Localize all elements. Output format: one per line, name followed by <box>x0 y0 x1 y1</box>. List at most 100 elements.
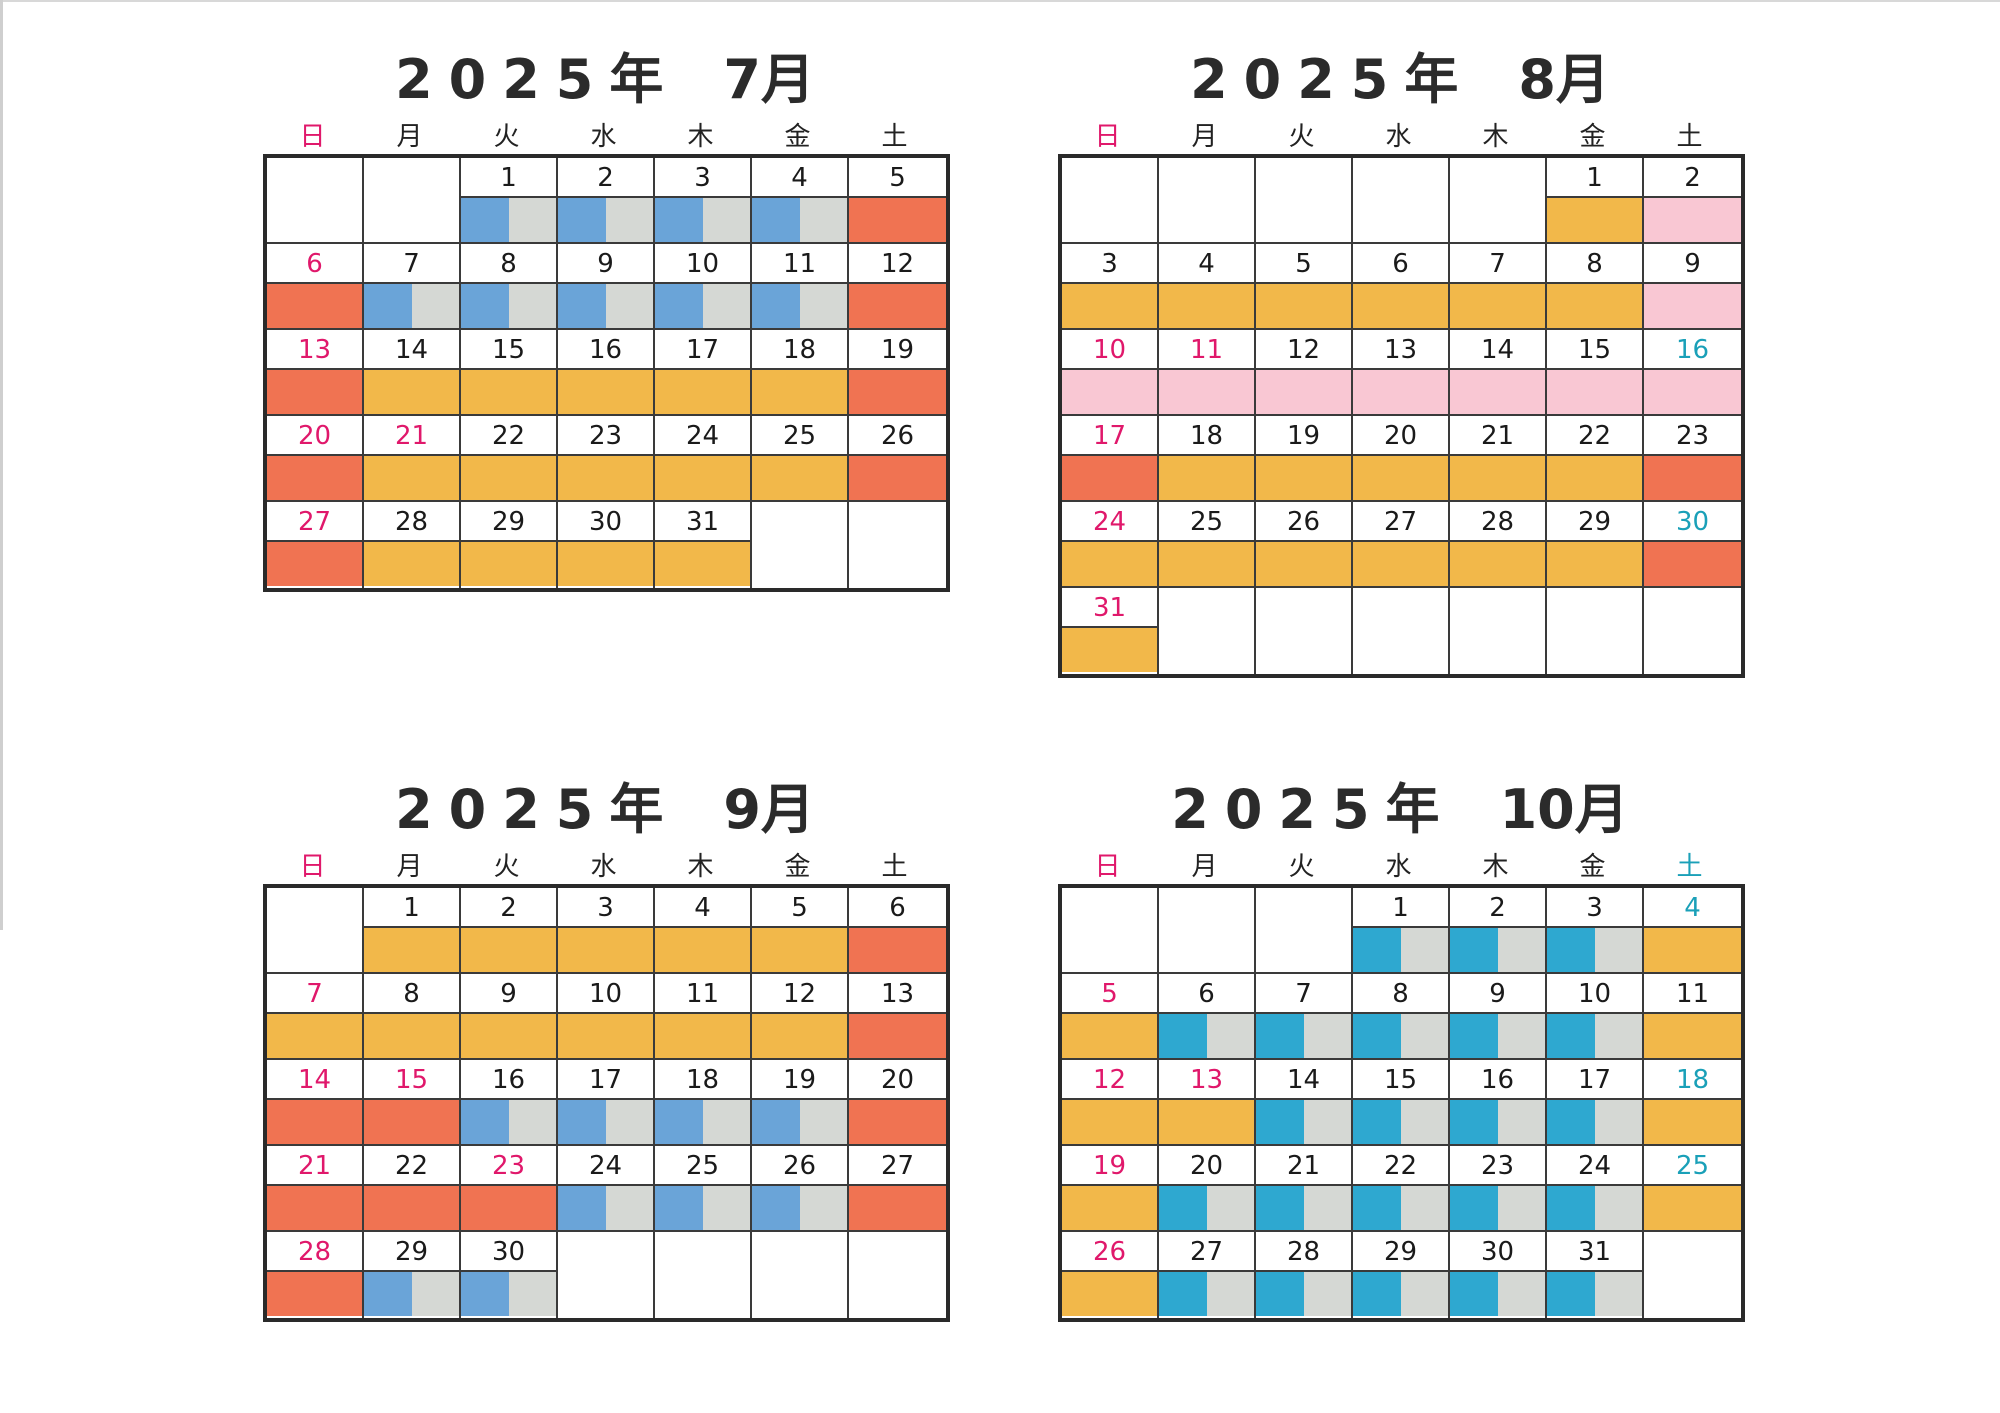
day-color-band <box>752 1186 847 1230</box>
day-cell: 23 <box>558 416 655 502</box>
day-cell: 15 <box>1353 1060 1450 1146</box>
day-cell: 28 <box>267 1232 364 1318</box>
day-color-band <box>1159 1272 1254 1316</box>
day-cell: 29 <box>1353 1232 1450 1318</box>
day-color-band <box>1450 542 1545 586</box>
band-segment-blue <box>1256 1100 1304 1144</box>
band-segment-red <box>849 284 946 328</box>
day-color-band <box>849 1014 946 1058</box>
band-segment-blue <box>1450 1100 1498 1144</box>
day-cell: 18 <box>1159 416 1256 502</box>
band-segment-orange <box>1353 284 1448 328</box>
band-segment-orange <box>364 1014 459 1058</box>
band-segment-orange <box>1256 456 1351 500</box>
day-number: 20 <box>1159 1146 1254 1186</box>
day-cell: 16 <box>1644 330 1741 416</box>
band-segment-red <box>849 1100 946 1144</box>
day-cell: 18 <box>655 1060 752 1146</box>
day-color-band <box>267 542 362 586</box>
day-color-band <box>364 542 459 586</box>
day-number: 23 <box>558 416 653 456</box>
weekday-label: 水 <box>1385 852 1412 882</box>
band-segment-blue <box>1353 1186 1401 1230</box>
day-number: 10 <box>558 974 653 1014</box>
day-number: 18 <box>1644 1060 1741 1100</box>
day-color-band <box>752 284 847 328</box>
day-cell <box>1062 158 1159 244</box>
day-cell: 12 <box>1256 330 1353 416</box>
day-cell: 18 <box>1644 1060 1741 1146</box>
day-color-band <box>1353 284 1448 328</box>
day-cell: 30 <box>1450 1232 1547 1318</box>
day-number: 21 <box>1450 416 1545 456</box>
day-cell: 5 <box>849 158 946 244</box>
band-segment-orange <box>1062 1100 1157 1144</box>
day-cell <box>752 1232 849 1318</box>
day-cell: 21 <box>267 1146 364 1232</box>
band-segment-gray <box>702 1186 750 1230</box>
day-cell <box>267 158 364 244</box>
day-cell: 29 <box>364 1232 461 1318</box>
month-title-month: 9月 <box>723 778 815 841</box>
band-segment-pink <box>1644 370 1741 414</box>
day-number: 11 <box>655 974 750 1014</box>
day-color-band <box>1256 370 1351 414</box>
band-segment-orange <box>1644 1100 1741 1144</box>
band-segment-blue <box>1256 1186 1304 1230</box>
day-number: 25 <box>1644 1146 1741 1186</box>
band-segment-blue <box>1159 1272 1207 1316</box>
day-color-band <box>364 1186 459 1230</box>
band-segment-blue <box>1547 1014 1595 1058</box>
band-segment-orange <box>558 370 653 414</box>
weekday-label: 火 <box>493 852 520 882</box>
day-cell: 23 <box>1450 1146 1547 1232</box>
band-segment-blue <box>364 284 412 328</box>
day-color-band <box>267 284 362 328</box>
day-cell: 26 <box>752 1146 849 1232</box>
weekday-label: 日 <box>1094 852 1121 882</box>
day-cell: 26 <box>1256 502 1353 588</box>
day-cell: 2 <box>558 158 655 244</box>
month-title: 2025年 8月 <box>1055 40 1745 120</box>
day-color-band <box>461 456 556 500</box>
day-number: 30 <box>1644 502 1741 542</box>
band-segment-gray <box>799 1186 847 1230</box>
day-color-band <box>752 1100 847 1144</box>
day-cell <box>1353 588 1450 674</box>
day-color-band <box>752 198 847 242</box>
weekday-label: 水 <box>590 122 617 152</box>
weekday-label: 木 <box>687 852 714 882</box>
band-segment-orange <box>1159 542 1254 586</box>
day-number: 12 <box>1256 330 1351 370</box>
day-color-band <box>461 370 556 414</box>
day-number: 24 <box>1062 502 1157 542</box>
day-cell <box>1644 1232 1741 1318</box>
day-cell: 4 <box>1644 888 1741 974</box>
band-segment-orange <box>1644 928 1741 972</box>
day-color-band <box>267 456 362 500</box>
band-segment-blue <box>655 284 703 328</box>
scan-edge-top <box>0 0 2000 2</box>
day-cell: 16 <box>1450 1060 1547 1146</box>
month-title-month: 10月 <box>1499 778 1629 841</box>
day-number: 22 <box>461 416 556 456</box>
day-color-band <box>752 456 847 500</box>
band-segment-gray <box>1303 1100 1351 1144</box>
day-cell: 27 <box>849 1146 946 1232</box>
day-cell: 2 <box>1450 888 1547 974</box>
day-number: 16 <box>558 330 653 370</box>
day-number: 27 <box>267 502 362 542</box>
day-color-band <box>1353 1272 1448 1316</box>
day-cell: 28 <box>364 502 461 588</box>
band-segment-red <box>364 1100 459 1144</box>
day-number: 16 <box>1450 1060 1545 1100</box>
day-color-band <box>1256 542 1351 586</box>
day-number: 2 <box>1450 888 1545 928</box>
day-number: 18 <box>655 1060 750 1100</box>
band-segment-orange <box>1256 542 1351 586</box>
band-segment-orange <box>655 456 750 500</box>
day-number: 15 <box>1353 1060 1448 1100</box>
day-color-band <box>1644 1186 1741 1230</box>
band-segment-gray <box>605 1100 653 1144</box>
day-color-band <box>461 542 556 586</box>
